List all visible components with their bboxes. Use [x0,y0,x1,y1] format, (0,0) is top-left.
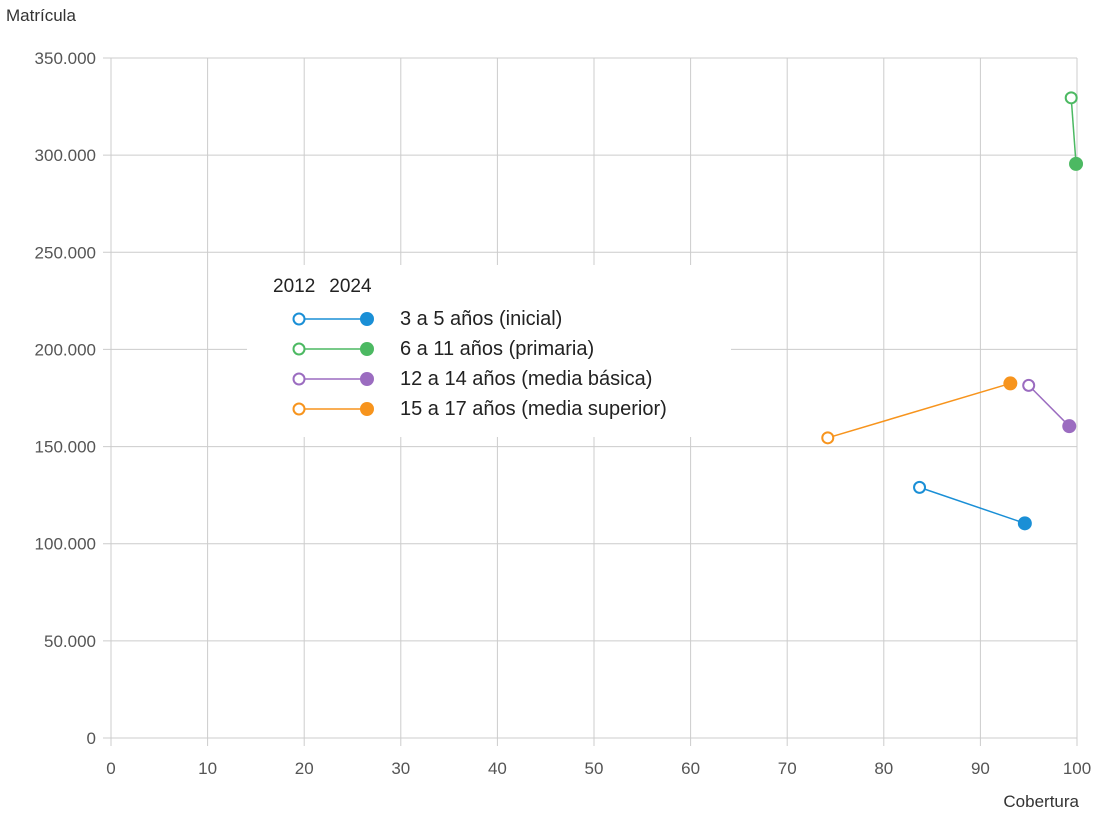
series-connector [1028,384,1070,427]
x-tick-label: 90 [971,759,990,778]
y-tick-label: 350.000 [35,49,96,68]
y-tick-label: 0 [87,729,96,748]
legend-marker-2024 [360,312,374,326]
point-2024 [1003,376,1018,391]
series-connector [1070,97,1077,164]
legend: 2012 2024 3 a 5 años (inicial) 6 a 11 año… [247,265,731,437]
legend-marker-2012 [292,312,306,326]
point-2024 [1069,156,1084,171]
legend-swatch-primaria [292,342,374,356]
x-tick-label: 20 [295,759,314,778]
legend-swatch-inicial [292,312,374,326]
x-tick-label: 80 [874,759,893,778]
y-tick-label: 100.000 [35,535,96,554]
point-2024 [1017,516,1032,531]
y-tick-label: 50.000 [44,632,96,651]
legend-swatch-media-basica [292,372,374,386]
grid [103,57,1078,746]
legend-item-media-superior: 15 a 17 años (media superior) [287,396,727,422]
y-tick-label: 150.000 [35,438,96,457]
series-connector [919,486,1026,525]
legend-marker-2012 [292,402,306,416]
x-tick-label: 50 [585,759,604,778]
legend-label-inicial: 3 a 5 años (inicial) [400,308,563,330]
legend-marker-2012 [292,372,306,386]
legend-label-primaria: 6 a 11 años (primaria) [400,338,595,360]
x-tick-label: 30 [391,759,410,778]
point-2012 [1064,91,1078,105]
legend-marker-2024 [360,372,374,386]
legend-label-media-superior: 15 a 17 años (media superior) [400,398,667,420]
legend-marker-2012 [292,342,306,356]
legend-item-primaria: 6 a 11 años (primaria) [287,336,727,362]
legend-years: 2012 2024 [273,276,372,298]
x-tick-label: 40 [488,759,507,778]
legend-year-2012: 2012 [273,276,316,297]
tick-labels: 0 10 20 30 40 50 60 70 80 90 100 0 50.000 100.000 150.… [35,49,1092,778]
series-marks [821,91,1084,531]
x-tick-label: 70 [778,759,797,778]
legend-year-2024: 2024 [329,276,372,297]
point-2012 [1022,378,1036,392]
x-tick-label: 60 [681,759,700,778]
legend-item-inicial: 3 a 5 años (inicial) [287,306,727,332]
legend-item-media-basica: 12 a 14 años (media básica) [287,366,727,392]
y-tick-label: 200.000 [35,340,96,359]
legend-marker-2024 [360,342,374,356]
x-axis-label: Cobertura [1003,792,1079,811]
point-2012 [821,431,835,445]
x-tick-label: 10 [198,759,217,778]
legend-marker-2024 [360,402,374,416]
point-2024 [1062,419,1077,434]
legend-label-media-basica: 12 a 14 años (media básica) [400,368,653,390]
series-connector [827,382,1011,439]
point-2012 [913,480,927,494]
y-tick-label: 250.000 [35,243,96,262]
y-axis-label: Matrícula [6,6,76,25]
legend-swatch-media-superior [292,402,374,416]
x-tick-label: 100 [1063,759,1091,778]
y-tick-label: 300.000 [35,146,96,165]
x-tick-label: 0 [106,759,115,778]
